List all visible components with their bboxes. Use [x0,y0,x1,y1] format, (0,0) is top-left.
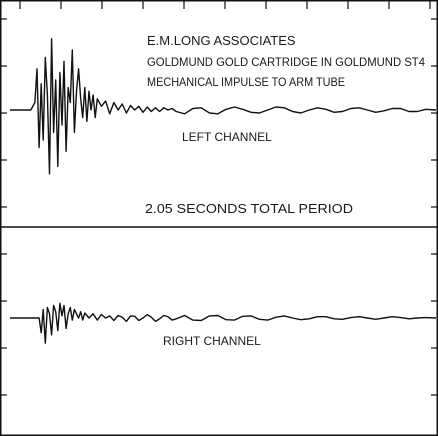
left-channel-label: LEFT CHANNEL [182,130,272,144]
chart-title: E.M.LONG ASSOCIATES [147,33,296,48]
impulse-note: MECHANICAL IMPULSE TO ARM TUBE [147,75,345,89]
left-channel-trace [10,38,437,175]
right-channel-trace [10,302,437,344]
right-channel-label: RIGHT CHANNEL [163,334,261,348]
cartridge-note: GOLDMUND GOLD CARTRIDGE IN GOLDMUND ST4 [147,55,425,69]
tick-marks [0,0,438,396]
total-period-label: 2.05 SECONDS TOTAL PERIOD [145,201,353,216]
